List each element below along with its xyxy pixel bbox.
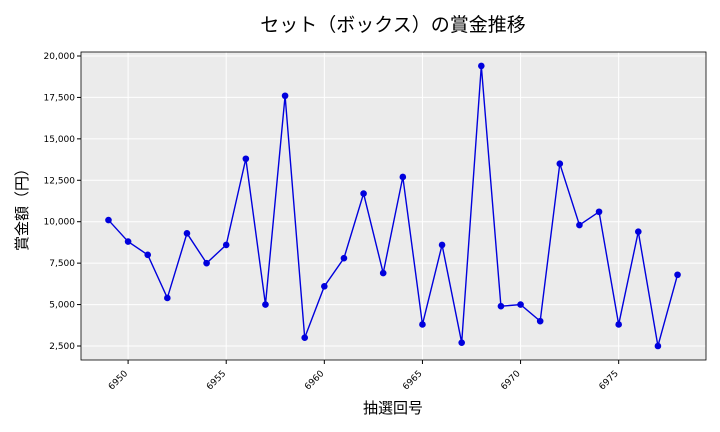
data-point [536, 317, 544, 325]
data-point [105, 216, 112, 224]
data-point [242, 155, 250, 163]
data-point [164, 294, 171, 302]
y-tick-label: 7,500 [49, 259, 75, 269]
x-tick-label: 6950 [107, 369, 130, 392]
data-point [419, 321, 426, 328]
x-tick-label: 6970 [499, 369, 522, 392]
data-point [124, 238, 132, 245]
x-tick-label: 6975 [598, 369, 621, 392]
data-point [144, 251, 152, 259]
y-tick-label: 17,500 [44, 93, 76, 103]
data-point [497, 302, 505, 310]
data-point [654, 342, 662, 350]
data-point [183, 230, 191, 237]
data-line [107, 65, 679, 347]
y-tick-label: 12,500 [44, 176, 76, 186]
data-point [321, 283, 328, 290]
data-point [458, 339, 465, 346]
data-point [556, 160, 564, 168]
x-tick-label: 6965 [401, 369, 424, 392]
data-point [399, 173, 407, 181]
data-point [281, 92, 289, 100]
plot-area [81, 52, 706, 360]
y-tick-label: 2,500 [49, 342, 75, 352]
y-tick-label: 20,000 [44, 52, 76, 62]
data-point [517, 301, 524, 308]
chart-title: セット（ボックス）の賞金推移 [260, 14, 525, 36]
plot-frame [80, 51, 707, 361]
y-tick-label: 15,000 [44, 135, 76, 145]
data-point [360, 190, 367, 197]
data-point [340, 254, 348, 262]
data-point [478, 62, 485, 70]
y-tick-label: 10,000 [44, 218, 76, 228]
y-tick-label: 5,000 [49, 301, 75, 311]
data-point [262, 301, 269, 308]
data-point [301, 334, 309, 342]
x-axis-label: 抽選回号 [363, 399, 423, 417]
y-axis-label: 賞金額（円） [13, 161, 31, 251]
data-point [576, 221, 583, 229]
data-point [595, 208, 603, 216]
data-point [379, 269, 387, 277]
data-point [438, 241, 446, 249]
data-point [203, 259, 210, 267]
x-tick-label: 6960 [303, 369, 326, 392]
data-point [615, 321, 622, 328]
data-point [634, 228, 642, 235]
data-point [222, 241, 230, 249]
data-point [674, 271, 681, 279]
x-tick-label: 6955 [205, 369, 228, 392]
